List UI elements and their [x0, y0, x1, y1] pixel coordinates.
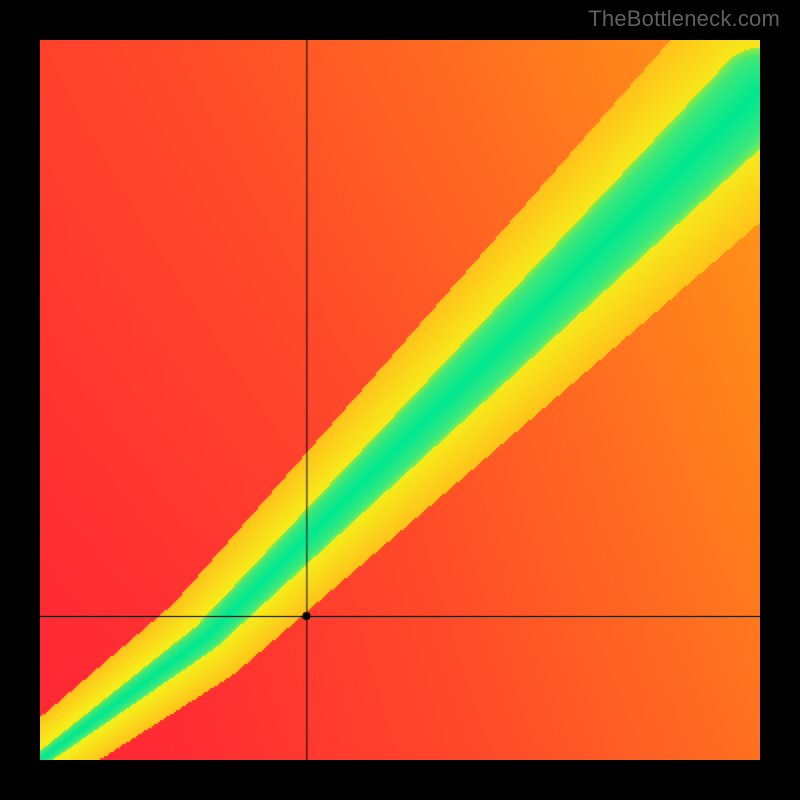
watermark-text: TheBottleneck.com [588, 6, 780, 32]
chart-container: TheBottleneck.com [0, 0, 800, 800]
heatmap-canvas [40, 40, 760, 760]
heatmap-plot [40, 40, 760, 760]
